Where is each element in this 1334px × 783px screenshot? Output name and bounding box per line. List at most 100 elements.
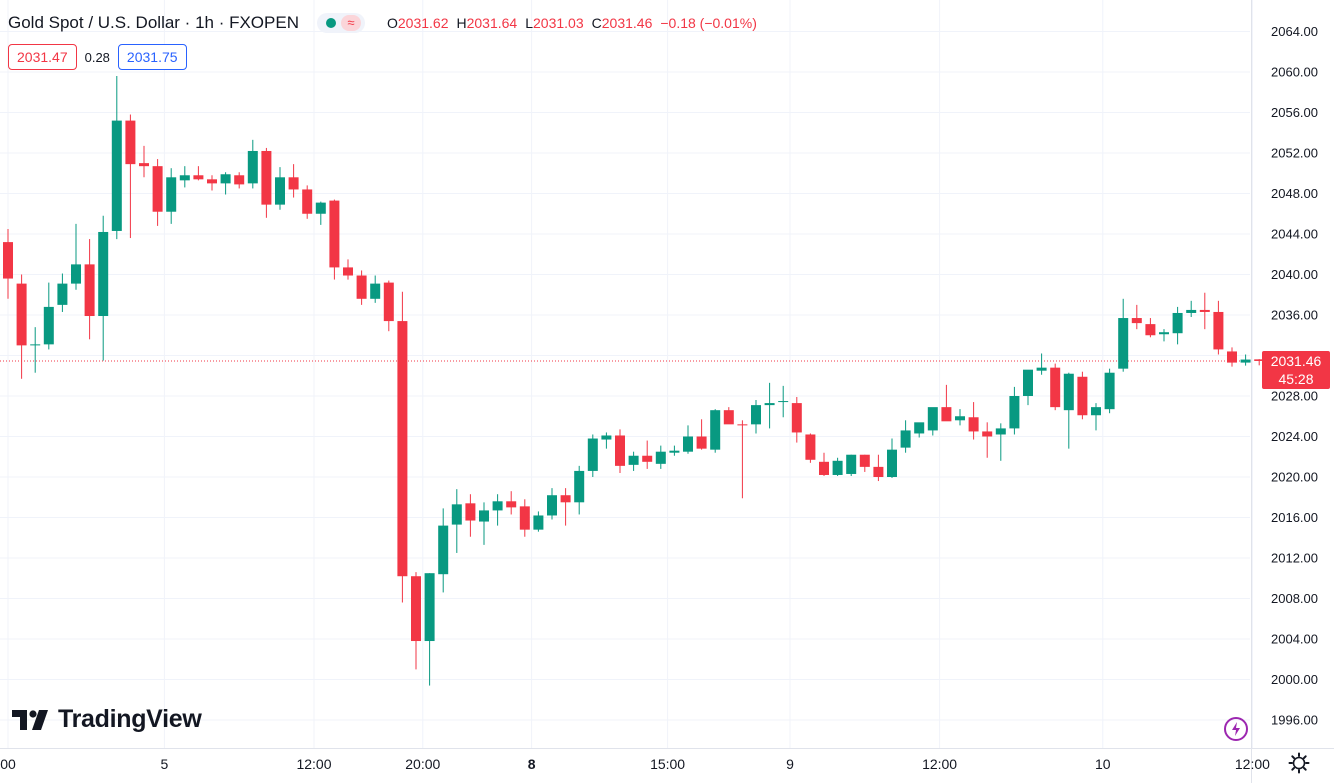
candle-body	[819, 461, 829, 475]
candle-body	[1227, 351, 1237, 363]
y-tick-label: 2016.00	[1271, 510, 1318, 525]
candle-body	[968, 417, 979, 432]
candle-body	[1009, 396, 1020, 429]
candle-body	[642, 455, 653, 462]
y-tick-label: 2012.00	[1271, 551, 1318, 566]
candle-body	[343, 267, 353, 276]
y-tick-label: 2056.00	[1271, 105, 1318, 120]
y-tick-label: 2004.00	[1271, 632, 1318, 647]
candle-body	[302, 189, 313, 214]
candle-body	[275, 177, 285, 205]
candle-body	[547, 495, 557, 516]
spread-value: 0.28	[84, 49, 110, 65]
y-tick-label: 2044.00	[1271, 227, 1318, 242]
x-tick-label: 12:00	[296, 756, 331, 772]
candle-body	[506, 501, 517, 508]
candle-body	[84, 264, 95, 317]
candle-body	[424, 573, 435, 642]
symbol-title[interactable]: Gold Spot / U.S. Dollar · 1h · FXOPEN	[8, 13, 299, 32]
candle-body	[1063, 373, 1074, 411]
ohlc-legend: O2031.62 H2031.64 L2031.03 C2031.46 −0.1…	[387, 15, 757, 31]
ohlc-high-value: 2031.64	[466, 15, 518, 31]
y-tick-label: 2008.00	[1271, 591, 1318, 606]
candle-body	[955, 416, 965, 421]
quote-row: 2031.47 0.28 2031.75	[8, 44, 187, 70]
x-tick-label: 10	[1095, 756, 1111, 772]
candle-body	[859, 454, 870, 467]
candle-body	[846, 454, 857, 474]
buy-price-button[interactable]: 2031.75	[117, 44, 187, 70]
last-price-value: 2031.46	[1270, 353, 1322, 369]
chart-header: Gold Spot / U.S. Dollar · 1h · FXOPEN ≈ …	[8, 9, 757, 37]
bolt-icon[interactable]	[1224, 717, 1248, 741]
brand-name: TradingView	[58, 705, 202, 733]
candle-body	[710, 410, 721, 450]
tradingview-logo[interactable]: TradingView	[12, 705, 202, 734]
candle-body	[247, 150, 258, 184]
y-tick-label: 2052.00	[1271, 146, 1318, 161]
candle-body	[1186, 309, 1197, 313]
candle-body	[3, 242, 13, 279]
candle-body	[832, 460, 843, 475]
candle-body	[1036, 367, 1047, 371]
candle-body	[492, 501, 503, 511]
candle-body	[1145, 324, 1156, 336]
y-tick-label: 2000.00	[1271, 672, 1318, 687]
candle-body	[383, 282, 394, 322]
sell-price-button[interactable]: 2031.47	[8, 44, 77, 70]
candle-body	[329, 200, 340, 268]
candle-body	[98, 231, 109, 317]
candle-body	[982, 431, 993, 437]
market-status-pill[interactable]: ≈	[316, 13, 365, 33]
candle-body	[791, 403, 802, 433]
x-tick-label: 12:00	[922, 756, 957, 772]
candle-body	[927, 407, 938, 431]
candle-body	[628, 455, 639, 465]
bolt-glyph	[1232, 722, 1240, 736]
candle-body	[1240, 359, 1251, 363]
candle-body	[125, 120, 136, 165]
candle-body	[179, 175, 190, 181]
candle-body	[43, 306, 54, 345]
wave-icon: ≈	[340, 15, 361, 31]
y-tick-label: 2028.00	[1271, 389, 1318, 404]
candle-body	[1091, 407, 1101, 416]
candle-body	[873, 466, 884, 477]
candle-body	[193, 175, 204, 180]
x-tick-label: 15:00	[650, 756, 685, 772]
candle-body	[1199, 309, 1210, 312]
candle-body	[166, 177, 177, 212]
bar-countdown: 45:28	[1278, 371, 1314, 387]
candle-body	[805, 434, 816, 460]
candle-body	[139, 163, 149, 167]
candle-body	[465, 503, 476, 521]
candle-body	[315, 202, 326, 214]
candle-body	[560, 495, 571, 503]
candle-body	[16, 283, 27, 346]
candle-body	[914, 422, 925, 434]
candle-body	[207, 179, 217, 184]
y-tick-label: 2020.00	[1271, 470, 1318, 485]
candle-body	[1254, 359, 1265, 361]
last-price-label: 2031.46 45:28	[1262, 351, 1330, 389]
candle-body	[288, 177, 299, 190]
candle-body	[1131, 318, 1142, 324]
y-tick-label: 2064.00	[1271, 24, 1318, 39]
tradingview-logo-mark	[12, 709, 48, 730]
candle-body	[519, 506, 530, 530]
ohlc-open-key: O	[386, 15, 398, 31]
ohlc-close-value: 2031.46	[601, 15, 653, 31]
candle-body	[1213, 311, 1224, 350]
ohlc-high-key: H	[456, 15, 467, 31]
candle-body	[751, 405, 761, 425]
candle-body	[574, 470, 585, 503]
x-tick-label: 12:00	[1235, 756, 1270, 772]
y-tick-label: 2048.00	[1271, 186, 1318, 201]
gear-icon[interactable]	[1288, 752, 1310, 774]
candle-body	[111, 120, 122, 231]
candle-body	[764, 403, 775, 406]
y-tick-label: 2024.00	[1271, 429, 1318, 444]
candle-body	[438, 525, 449, 575]
candle-body	[655, 451, 666, 464]
